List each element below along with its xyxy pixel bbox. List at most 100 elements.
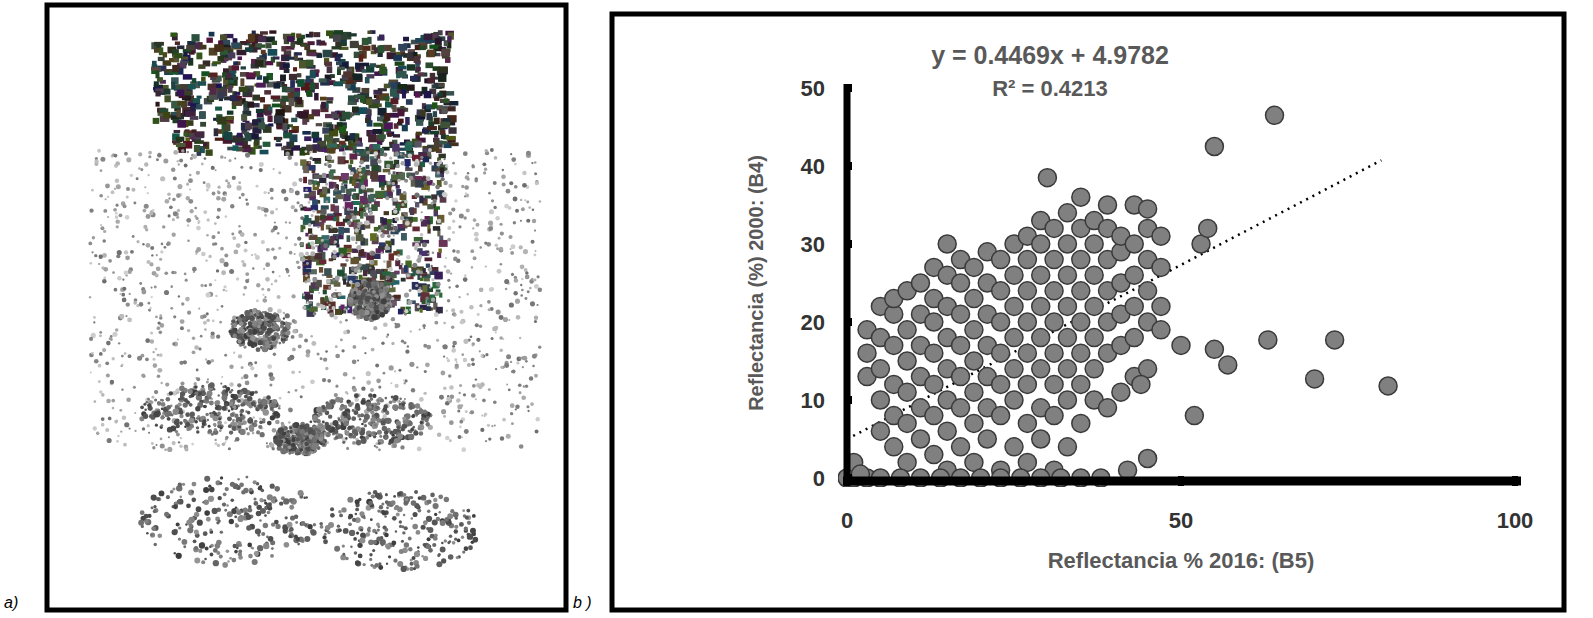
texture [370,156,375,159]
texture [151,254,153,256]
texture [300,205,302,207]
texture [420,110,425,117]
texture [309,235,317,240]
texture [417,305,420,308]
texture [407,345,409,347]
texture [443,118,450,122]
texture [241,114,247,121]
texture [418,72,425,76]
texture [177,90,185,97]
texture [310,306,312,308]
texture [305,189,308,192]
texture [439,66,448,73]
texture [196,52,202,59]
texture [420,46,426,50]
texture [387,234,391,238]
texture [177,45,184,49]
texture [278,171,281,174]
texture [139,302,144,307]
texture [331,46,340,49]
texture [397,84,407,89]
texture [390,48,396,52]
texture [434,272,442,280]
texture [371,348,375,352]
texture [352,215,357,220]
texture [487,424,490,427]
texture [183,132,188,136]
texture [502,418,506,422]
texture [383,260,386,263]
texture [393,55,402,61]
texture [204,157,207,160]
texture [360,63,370,67]
texture [338,235,343,240]
texture [290,141,294,147]
texture [371,204,378,211]
texture [342,266,345,270]
texture [382,271,390,275]
texture [441,49,450,56]
texture [196,226,201,231]
texture [397,71,406,78]
texture [467,363,471,367]
texture [440,122,450,128]
texture [316,123,323,126]
texture [329,228,338,233]
texture [233,61,238,65]
texture [285,87,294,91]
texture [419,328,421,330]
texture [414,162,419,167]
texture [426,306,431,311]
texture [199,111,206,119]
texture [420,308,423,312]
texture [428,189,430,191]
texture [144,204,149,209]
texture [274,83,281,89]
texture [164,271,168,275]
texture [367,188,374,192]
texture [337,270,345,277]
texture [496,247,499,250]
texture [258,36,266,43]
texture [464,274,467,277]
texture [305,251,309,255]
texture [426,264,430,268]
texture [323,50,333,58]
texture [288,275,290,277]
texture [164,95,170,102]
texture [302,294,305,297]
texture [314,253,322,259]
texture [165,199,170,204]
texture [382,218,387,225]
texture [317,226,319,228]
texture [391,297,394,300]
texture [449,385,454,390]
texture [341,43,346,46]
texture [188,178,193,183]
texture [420,162,425,167]
texture [228,447,231,450]
texture [260,97,265,102]
texture [451,207,455,211]
texture [156,158,159,161]
texture [163,158,168,163]
texture [314,93,318,101]
texture [210,77,216,80]
texture [196,369,199,372]
texture [414,56,421,63]
texture [343,71,352,77]
texture [413,270,416,275]
texture [185,279,188,282]
texture [310,241,315,246]
texture [277,309,282,314]
texture [376,269,383,274]
texture [420,276,422,278]
texture [475,378,477,380]
texture [244,249,248,253]
texture [398,119,404,124]
texture [319,267,323,273]
texture [263,142,271,147]
texture [227,182,230,185]
texture [396,52,400,55]
texture [296,33,301,37]
